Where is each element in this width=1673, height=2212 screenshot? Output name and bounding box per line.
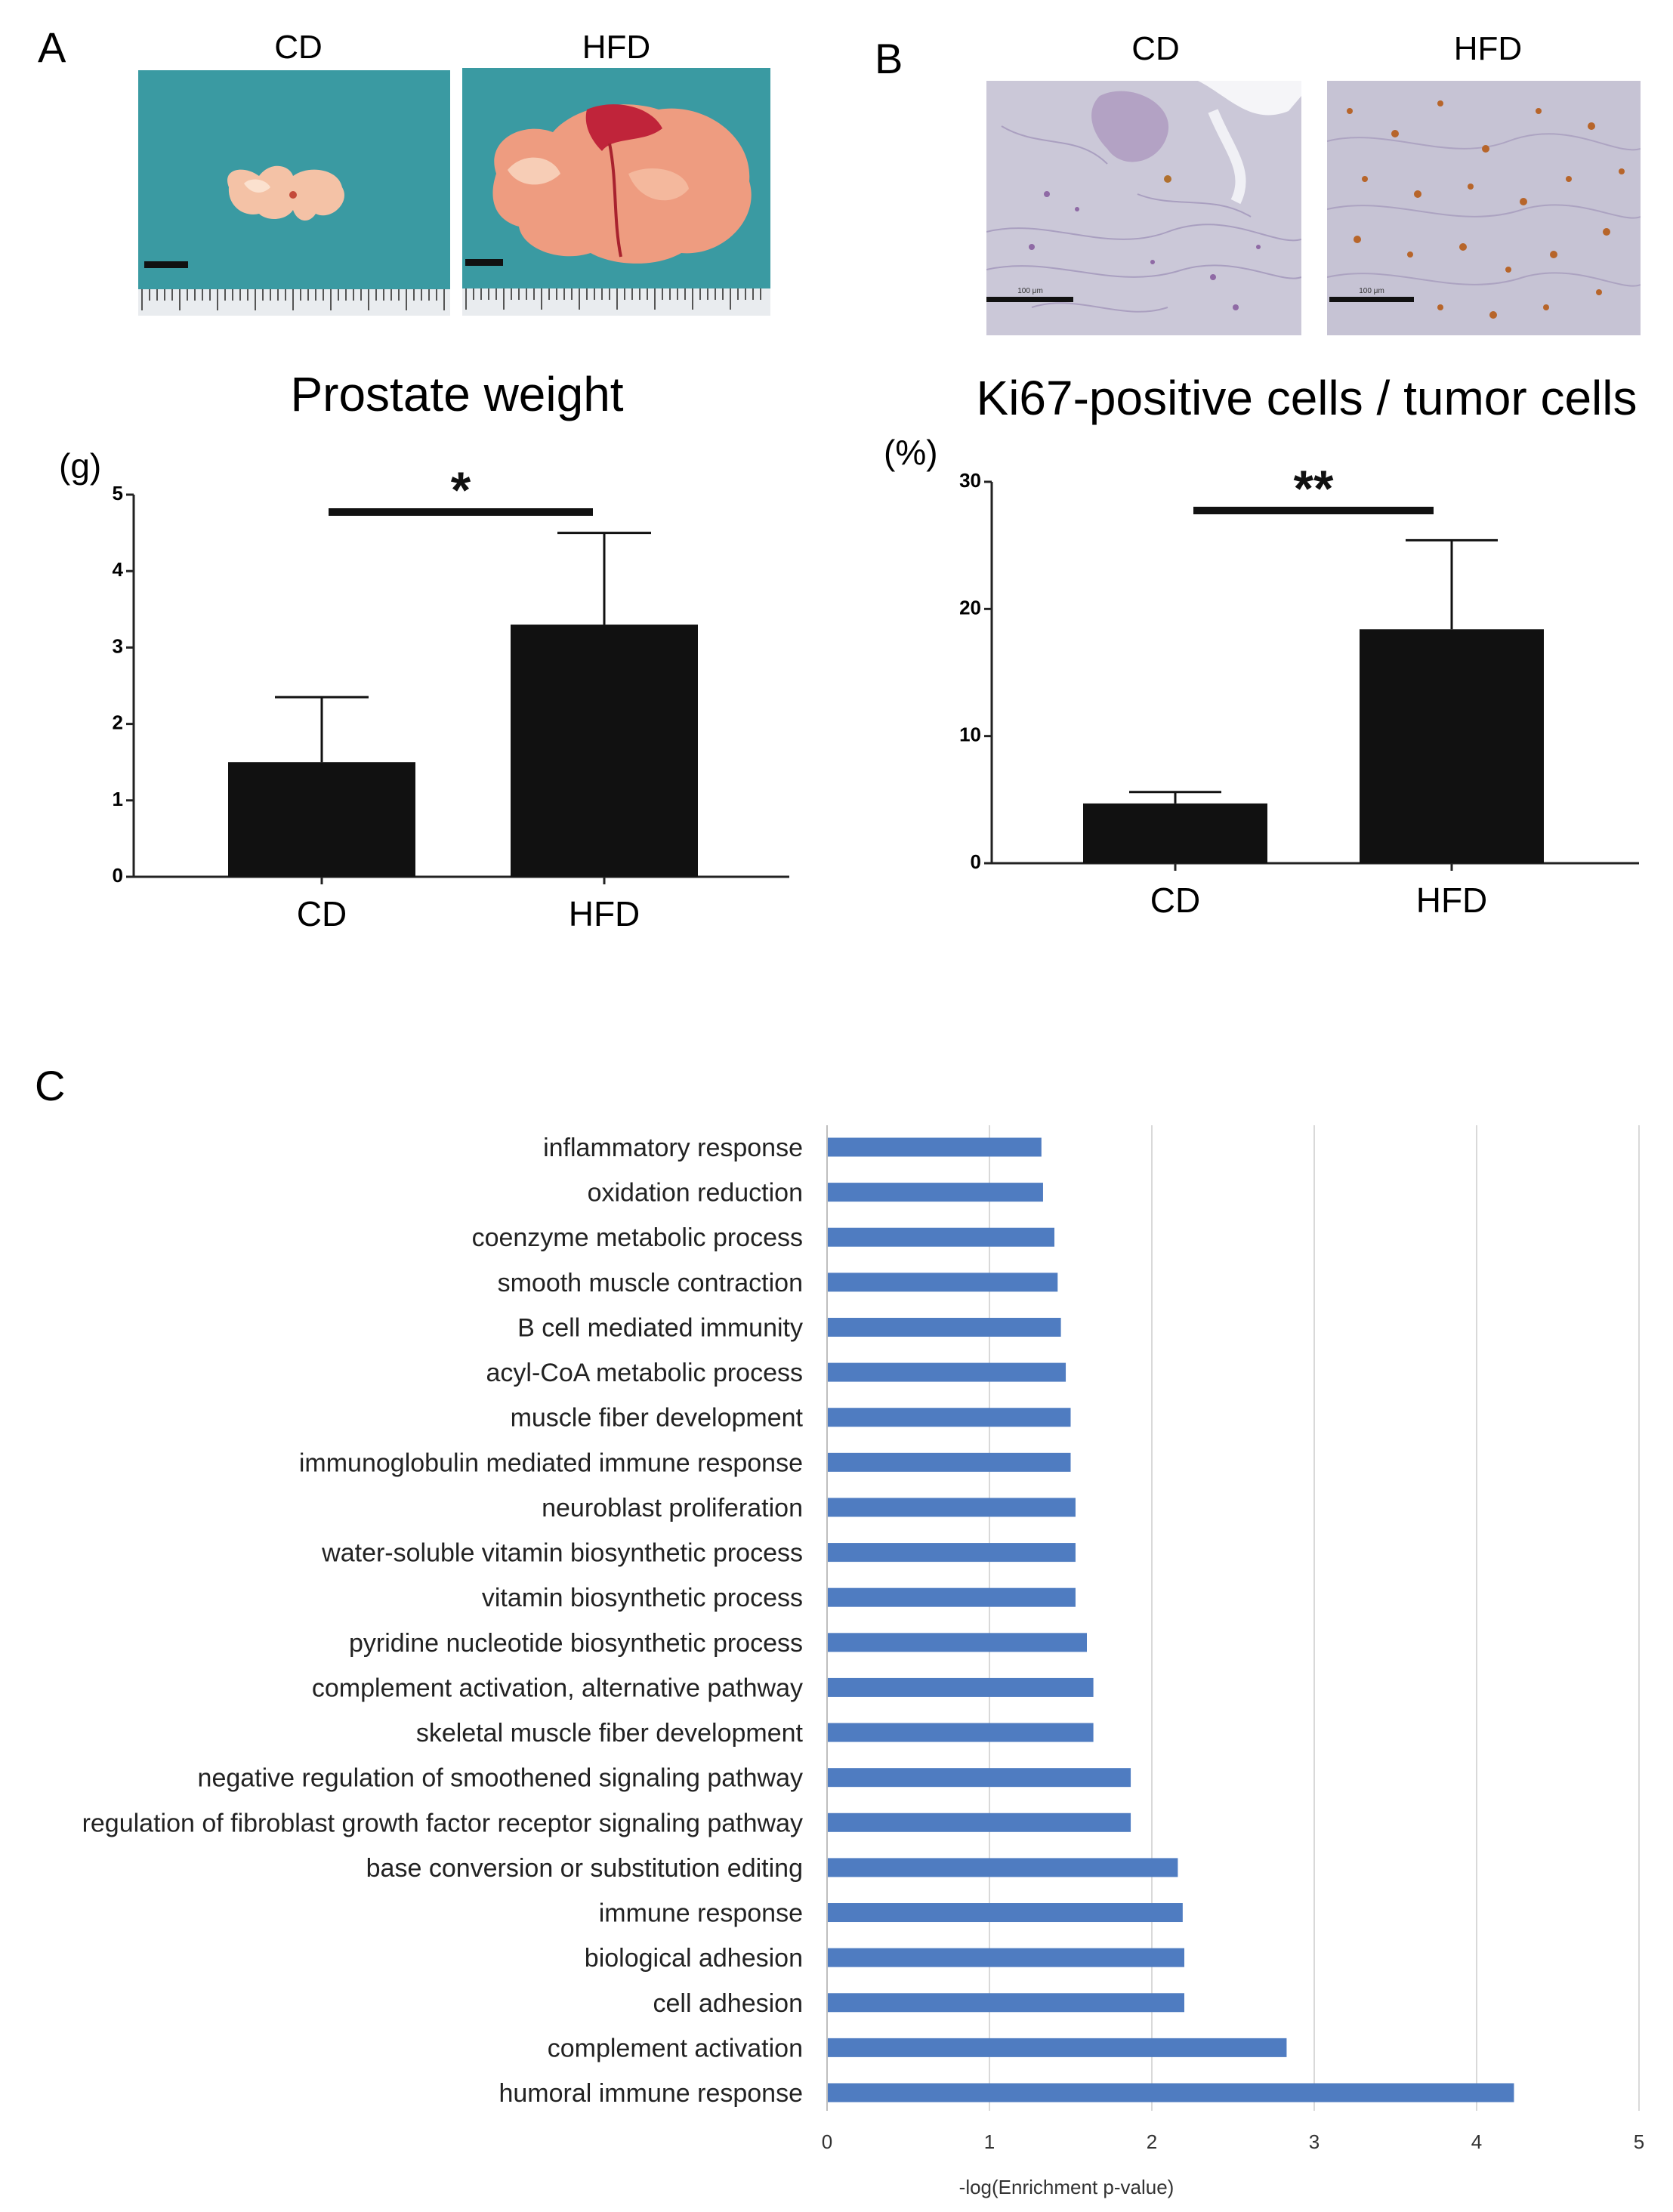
bar-smooth-muscle-contraction <box>827 1273 1058 1292</box>
x-tick-label-hfd: HFD <box>569 894 640 933</box>
category-label-vitamin-biosynthetic-process: vitamin biosynthetic process <box>482 1584 803 1612</box>
bar-b-cell-mediated-immunity <box>827 1317 1061 1337</box>
category-label-cell-adhesion: cell adhesion <box>653 1989 803 2018</box>
category-label-biological-adhesion: biological adhesion <box>585 1944 803 1973</box>
y-tick-label: 2 <box>113 711 123 734</box>
category-label-coenzyme-metabolic-process: coenzyme metabolic process <box>472 1223 803 1252</box>
histology-image-hfd: 100 μm <box>1327 81 1641 335</box>
x-axis-label: -log(Enrichment p-value) <box>959 2176 1174 2198</box>
y-tick-label: 3 <box>113 634 123 657</box>
bar-acyl-coa-metabolic-process <box>827 1362 1066 1382</box>
category-label-base-conversion-or-substitution-editing: base conversion or substitution editing <box>366 1854 803 1883</box>
x-tick-label-hfd: HFD <box>1416 881 1488 920</box>
category-label-acyl-coa-metabolic-process: acyl-CoA metabolic process <box>486 1359 803 1387</box>
bar-biological-adhesion <box>827 1948 1184 1967</box>
category-label-b-cell-mediated-immunity: B cell mediated immunity <box>517 1313 803 1342</box>
y-tick-label: 1 <box>113 788 123 810</box>
bar-regulation-of-fibroblast-growth-factor-receptor-signaling-pathway <box>827 1812 1131 1832</box>
photo-label-hfd: HFD <box>582 29 651 66</box>
y-tick-label: 30 <box>959 469 981 492</box>
bar-cd <box>1083 803 1267 863</box>
bar-base-conversion-or-substitution-editing <box>827 1858 1178 1877</box>
bar-immunoglobulin-mediated-immune-response <box>827 1452 1071 1472</box>
chart-prostate-weight: 0 1 2 3 4 5 CD HFD * <box>113 461 789 933</box>
scalebar-text-hfd: 100 μm <box>1359 287 1384 295</box>
histo-label-cd: CD <box>1131 30 1180 67</box>
histology-image-cd: 100 μm <box>986 81 1301 335</box>
panel-letter-c: C <box>35 1062 66 1109</box>
bar-cell-adhesion <box>827 1993 1184 2013</box>
category-label-complement-activation: complement activation <box>548 2034 803 2062</box>
bar-hfd <box>511 625 698 877</box>
category-label-neuroblast-proliferation: neuroblast proliferation <box>542 1494 803 1522</box>
bar-water-soluble-vitamin-biosynthetic-process <box>827 1543 1076 1563</box>
bar-inflammatory-response <box>827 1137 1042 1157</box>
prostate-photo-hfd <box>462 68 770 316</box>
bar-neuroblast-proliferation <box>827 1498 1076 1517</box>
x-tick-label: 2 <box>1147 2130 1157 2153</box>
x-tick-label: 4 <box>1471 2130 1482 2153</box>
significance-marker: * <box>451 461 471 519</box>
category-label-skeletal-muscle-fiber-development: skeletal muscle fiber development <box>416 1719 804 1748</box>
category-label-oxidation-reduction: oxidation reduction <box>588 1179 803 1208</box>
category-label-pyridine-nucleotide-biosynthetic-process: pyridine nucleotide biosynthetic process <box>349 1629 803 1658</box>
category-label-immune-response: immune response <box>599 1899 803 1928</box>
significance-marker: ** <box>1294 460 1334 517</box>
panel-letter-b: B <box>875 35 903 82</box>
category-label-smooth-muscle-contraction: smooth muscle contraction <box>498 1269 803 1297</box>
bar-complement-activation-alternative-pathway <box>827 1677 1094 1697</box>
y-tick-label: 5 <box>113 482 123 504</box>
panel-letter-a: A <box>38 23 66 71</box>
photo-label-cd: CD <box>274 29 323 66</box>
x-tick-label: 1 <box>984 2130 995 2153</box>
x-tick-label: 3 <box>1309 2130 1320 2153</box>
y-tick-label: 20 <box>959 596 981 619</box>
histo-label-hfd: HFD <box>1453 30 1523 67</box>
prostate-photo-cd <box>138 70 450 316</box>
category-label-water-soluble-vitamin-biosynthetic-process: water-soluble vitamin biosynthetic proce… <box>321 1539 803 1568</box>
category-label-complement-activation-alternative-pathway: complement activation, alternative pathw… <box>312 1674 803 1702</box>
bar-humoral-immune-response <box>827 2083 1514 2102</box>
category-label-immunoglobulin-mediated-immune-response: immunoglobulin mediated immune response <box>299 1448 803 1477</box>
x-tick-label: 0 <box>822 2130 832 2153</box>
chart-ki67: 0 10 20 30 CD HFD ** <box>959 460 1639 920</box>
x-tick-label-cd: CD <box>1150 881 1200 920</box>
bar-coenzyme-metabolic-process <box>827 1227 1054 1247</box>
y-tick-label: 4 <box>113 558 124 581</box>
y-tick-label: 0 <box>971 850 981 873</box>
bar-hfd <box>1360 629 1544 863</box>
bar-vitamin-biosynthetic-process <box>827 1587 1076 1607</box>
bar-pyridine-nucleotide-biosynthetic-process <box>827 1633 1087 1652</box>
category-label-inflammatory-response: inflammatory response <box>543 1134 803 1162</box>
bar-negative-regulation-of-smoothened-signaling-pathway <box>827 1768 1131 1788</box>
category-label-regulation-of-fibroblast-growth-factor-receptor-signaling-pathway: regulation of fibroblast growth factor r… <box>82 1809 803 1837</box>
category-label-humoral-immune-response: humoral immune response <box>499 2079 803 2108</box>
category-label-negative-regulation-of-smoothened-signaling-pathway: negative regulation of smoothened signal… <box>198 1764 803 1793</box>
chart-title-ki67: Ki67-positive cells / tumor cells <box>976 371 1638 425</box>
bar-oxidation-reduction <box>827 1183 1043 1202</box>
unit-label-percent: (%) <box>884 433 938 472</box>
unit-label-grams: (g) <box>59 446 102 486</box>
y-tick-label: 10 <box>959 723 981 746</box>
chart-go-enrichment: inflammatory response oxidation reduction… <box>82 1125 1644 2198</box>
category-label-muscle-fiber-development: muscle fiber development <box>511 1404 804 1433</box>
bar-immune-response <box>827 1903 1183 1923</box>
bar-complement-activation <box>827 2038 1287 2057</box>
chart-title-prostate: Prostate weight <box>290 367 624 421</box>
bar-cd <box>228 762 415 877</box>
bar-muscle-fiber-development <box>827 1408 1071 1427</box>
y-tick-label: 0 <box>113 864 123 887</box>
bar-skeletal-muscle-fiber-development <box>827 1723 1094 1742</box>
x-tick-label: 5 <box>1634 2130 1644 2153</box>
x-tick-label-cd: CD <box>297 894 347 933</box>
scalebar-text-cd: 100 μm <box>1017 287 1043 295</box>
